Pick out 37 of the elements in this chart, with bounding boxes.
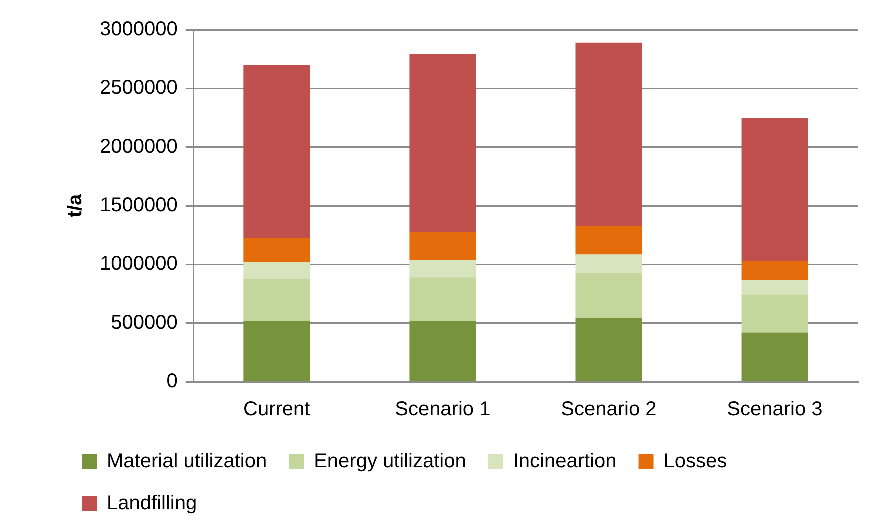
x-tick-label: Current	[244, 398, 311, 421]
legend-label: Energy utilization	[314, 450, 466, 473]
y-tick-label: 1500000	[100, 194, 178, 217]
bar	[576, 254, 642, 273]
y-tick-label: 2500000	[100, 77, 178, 100]
bar	[244, 65, 310, 238]
y-tick-label: 0	[166, 370, 178, 393]
legend-label: Incineartion	[513, 450, 617, 473]
bar	[742, 332, 808, 382]
y-tick-label: 2000000	[100, 136, 178, 158]
x-tick-label: Scenario 3	[727, 398, 823, 421]
bar	[742, 118, 808, 262]
bar	[244, 238, 310, 262]
bar	[742, 294, 808, 333]
bar	[576, 318, 642, 382]
bar	[244, 262, 310, 279]
x-tick-label: Scenario 2	[561, 398, 657, 421]
bar	[244, 278, 310, 321]
bar	[410, 260, 476, 278]
bar	[410, 54, 476, 232]
bar	[576, 272, 642, 318]
bar	[742, 280, 808, 295]
legend-label: Material utilization	[107, 450, 268, 473]
bar	[410, 320, 476, 382]
bar	[576, 226, 642, 255]
y-tick-label: 1000000	[100, 253, 178, 276]
x-tick-label: Scenario 1	[395, 398, 491, 421]
legend-label: Landfilling	[107, 492, 198, 515]
bar	[410, 232, 476, 261]
bar	[742, 261, 808, 281]
bar	[576, 42, 642, 227]
y-axis-title: t/a	[64, 193, 87, 218]
y-tick-label: 500000	[111, 312, 178, 334]
bar	[244, 320, 310, 382]
legend-label: Losses	[664, 450, 728, 473]
y-tick-label: 3000000	[100, 18, 178, 41]
bar	[410, 278, 476, 321]
